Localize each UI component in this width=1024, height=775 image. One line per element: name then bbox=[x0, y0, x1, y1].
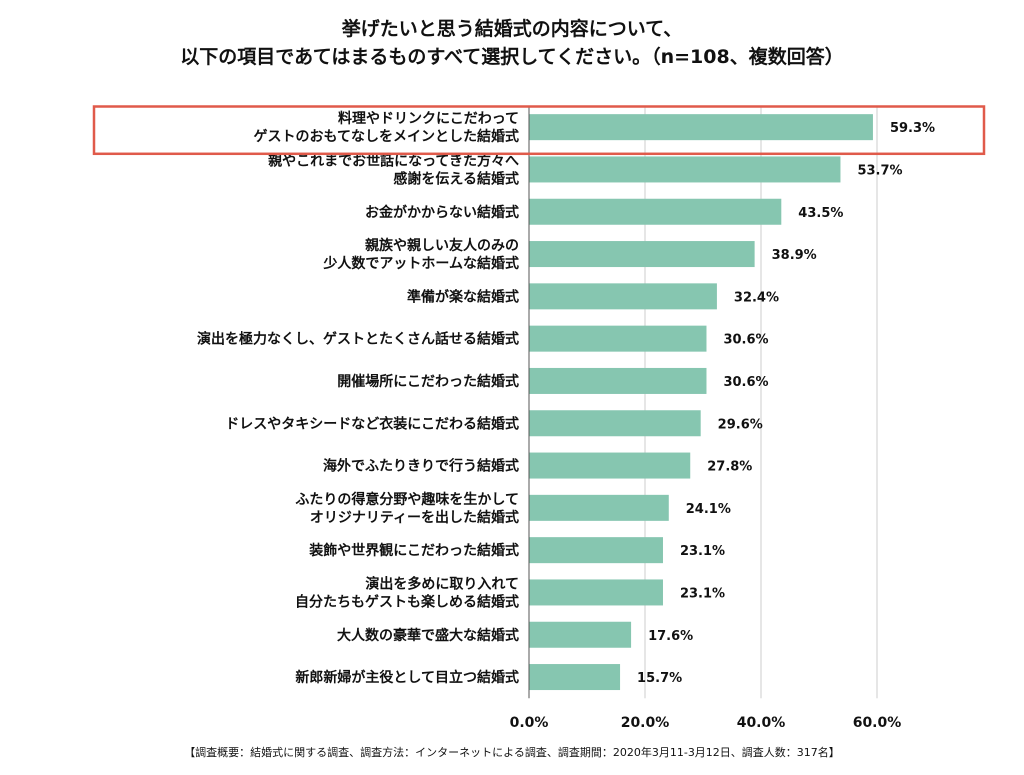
category-label: 新郎新婦が主役として目立つ結婚式 bbox=[295, 669, 519, 686]
category-label: ドレスやタキシードなど衣装にこだわる結婚式 bbox=[225, 415, 519, 432]
category-label: 料理やドリンクにこだわって bbox=[338, 110, 519, 127]
bar bbox=[529, 410, 701, 437]
x-tick-label: 0.0% bbox=[510, 715, 549, 731]
bar bbox=[529, 114, 873, 141]
category-label: オリジナリティーを出した結婚式 bbox=[310, 509, 519, 526]
bar bbox=[529, 664, 621, 691]
value-label: 38.9% bbox=[772, 248, 817, 263]
category-label: 親やこれまでお世話になってきた方々へ bbox=[268, 152, 519, 169]
value-label: 23.1% bbox=[680, 544, 725, 559]
x-tick-label: 40.0% bbox=[737, 715, 786, 731]
category-label: 親族や親しい友人のみの bbox=[365, 237, 519, 254]
value-label: 32.4% bbox=[734, 290, 779, 305]
category-label: お金がかからない結婚式 bbox=[365, 204, 519, 221]
category-label: 少人数でアットホームな結婚式 bbox=[322, 255, 519, 272]
bar bbox=[529, 367, 707, 394]
category-label: ゲストのおもてなしをメインとした結婚式 bbox=[254, 128, 519, 145]
highlight-frame bbox=[92, 105, 986, 156]
x-tick-label: 60.0% bbox=[853, 715, 902, 731]
value-label: 15.7% bbox=[637, 671, 682, 686]
value-label: 29.6% bbox=[718, 417, 763, 432]
category-label: 準備が楽な結婚式 bbox=[407, 288, 519, 305]
x-tick-label: 20.0% bbox=[621, 715, 670, 731]
value-label: 24.1% bbox=[686, 502, 731, 517]
bar bbox=[529, 156, 841, 183]
category-label: ふたりの得意分野や趣味を生かして bbox=[295, 491, 519, 508]
bar bbox=[529, 198, 782, 225]
survey-footnote: 【調査概要：結婚式に関する調査、調査方法：インターネットによる調査、調査期間：2… bbox=[184, 746, 840, 759]
value-label: 30.6% bbox=[723, 333, 768, 348]
category-label: 演出を極力なくし、ゲストとたくさん話せる結婚式 bbox=[197, 331, 519, 348]
value-label: 43.5% bbox=[798, 206, 843, 221]
category-label: 装飾や世界観にこだわった結婚式 bbox=[308, 542, 519, 559]
category-label: 開催場所にこだわった結婚式 bbox=[337, 373, 519, 390]
category-label: 自分たちもゲストも楽しめる結婚式 bbox=[295, 593, 519, 610]
bar bbox=[529, 579, 663, 606]
bar bbox=[529, 283, 717, 310]
category-label: 海外でふたりきりで行う結婚式 bbox=[323, 458, 519, 475]
bar bbox=[529, 621, 632, 648]
category-label: 感謝を伝える結婚式 bbox=[393, 170, 519, 187]
bar bbox=[529, 494, 669, 521]
bar bbox=[529, 241, 755, 268]
bar bbox=[529, 452, 691, 479]
bar bbox=[529, 537, 663, 564]
chart-title-line-1: 挙げたいと思う結婚式の内容について、 bbox=[341, 18, 683, 40]
value-label: 27.8% bbox=[707, 460, 752, 475]
value-label: 59.3% bbox=[890, 121, 935, 136]
category-label: 大人数の豪華で盛大な結婚式 bbox=[337, 627, 519, 644]
chart-title-line-2: 以下の項目であてはまるものすべて選択してください。（n=108、複数回答） bbox=[180, 46, 844, 68]
category-label: 演出を多めに取り入れて bbox=[365, 575, 519, 592]
value-label: 23.1% bbox=[680, 586, 725, 601]
value-label: 30.6% bbox=[723, 375, 768, 390]
value-label: 53.7% bbox=[857, 163, 902, 178]
bar bbox=[529, 325, 707, 352]
value-label: 17.6% bbox=[648, 629, 693, 644]
